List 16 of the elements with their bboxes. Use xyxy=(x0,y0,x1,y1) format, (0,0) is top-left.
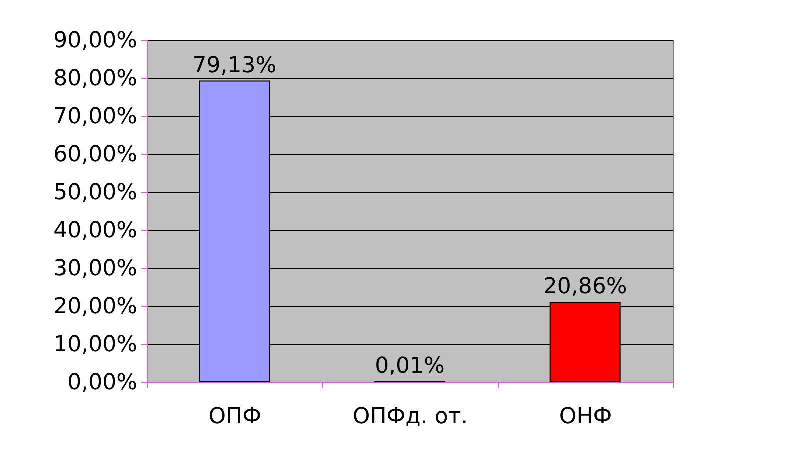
data-label: 0,01% xyxy=(375,354,445,379)
x-tick-label: ОПФд. от. xyxy=(352,404,468,430)
x-tick-label: ОНФ xyxy=(559,404,612,430)
y-tick-label: 0,00% xyxy=(68,370,138,396)
x-tick-label: ОПФ xyxy=(208,404,262,430)
y-tick-label: 50,00% xyxy=(54,180,138,206)
y-tick-label: 80,00% xyxy=(54,66,138,92)
y-tick-label: 10,00% xyxy=(54,332,138,358)
y-tick-label: 60,00% xyxy=(54,142,138,168)
y-tick-label: 90,00% xyxy=(54,28,138,54)
y-tick-label: 40,00% xyxy=(54,218,138,244)
y-tick-label: 30,00% xyxy=(54,256,138,282)
y-tick-label: 70,00% xyxy=(54,104,138,130)
y-tick-label: 20,00% xyxy=(54,294,138,320)
data-label: 79,13% xyxy=(192,53,277,78)
data-label: 20,86% xyxy=(543,274,628,300)
